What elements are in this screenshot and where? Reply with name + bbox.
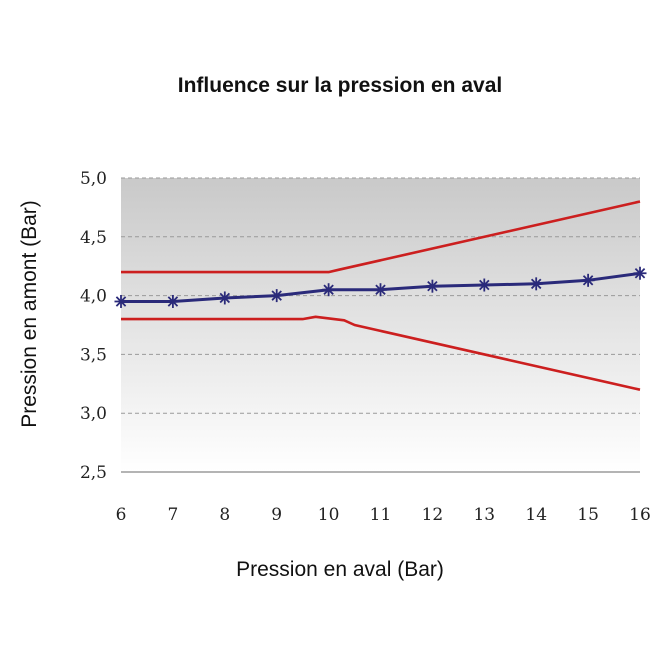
x-tick-label: 11 [370, 505, 392, 525]
y-tick-label: 4,0 [80, 287, 107, 307]
chart-title: Influence sur la pression en aval [178, 74, 502, 97]
x-tick-label: 9 [271, 505, 282, 525]
series-line-limite-superieure [121, 200, 641, 274]
y-tick-labels: 5,0 4,5 4,0 3,5 3,0 2,5 [80, 169, 107, 483]
y-tick-label: 3,0 [80, 404, 107, 424]
x-tick-label: 6 [116, 505, 127, 525]
data-point [218, 291, 232, 305]
data-point [529, 277, 543, 291]
x-tick-label: 14 [525, 505, 547, 525]
x-tick-label: 10 [318, 505, 340, 525]
plot-area [121, 178, 640, 472]
y-tick-label: 2,5 [80, 463, 107, 483]
x-tick-label: 15 [577, 505, 599, 525]
data-point [166, 294, 180, 308]
y-axis-label: Pression en amont (Bar) [18, 200, 41, 428]
data-point [425, 279, 439, 293]
x-tick-label: 12 [422, 505, 444, 525]
y-tick-label: 4,5 [80, 228, 107, 248]
x-axis-label: Pression en aval (Bar) [236, 558, 444, 581]
y-tick-label: 3,5 [80, 345, 107, 365]
x-tick-labels: 6 7 8 9 10 11 12 13 14 15 16 [116, 505, 650, 525]
data-point [374, 283, 387, 297]
data-point [270, 289, 284, 303]
series-group [114, 200, 647, 391]
data-point [114, 294, 128, 308]
y-tick-label: 5,0 [80, 169, 107, 189]
x-tick-label: 16 [629, 505, 650, 525]
data-point [477, 278, 491, 292]
data-point [581, 273, 595, 287]
series-line-limite-inferieure [121, 315, 641, 391]
x-tick-label: 8 [219, 505, 230, 525]
x-tick-label: 13 [473, 505, 495, 525]
data-point [322, 283, 336, 297]
data-point [633, 266, 647, 280]
x-tick-label: 7 [167, 505, 178, 525]
